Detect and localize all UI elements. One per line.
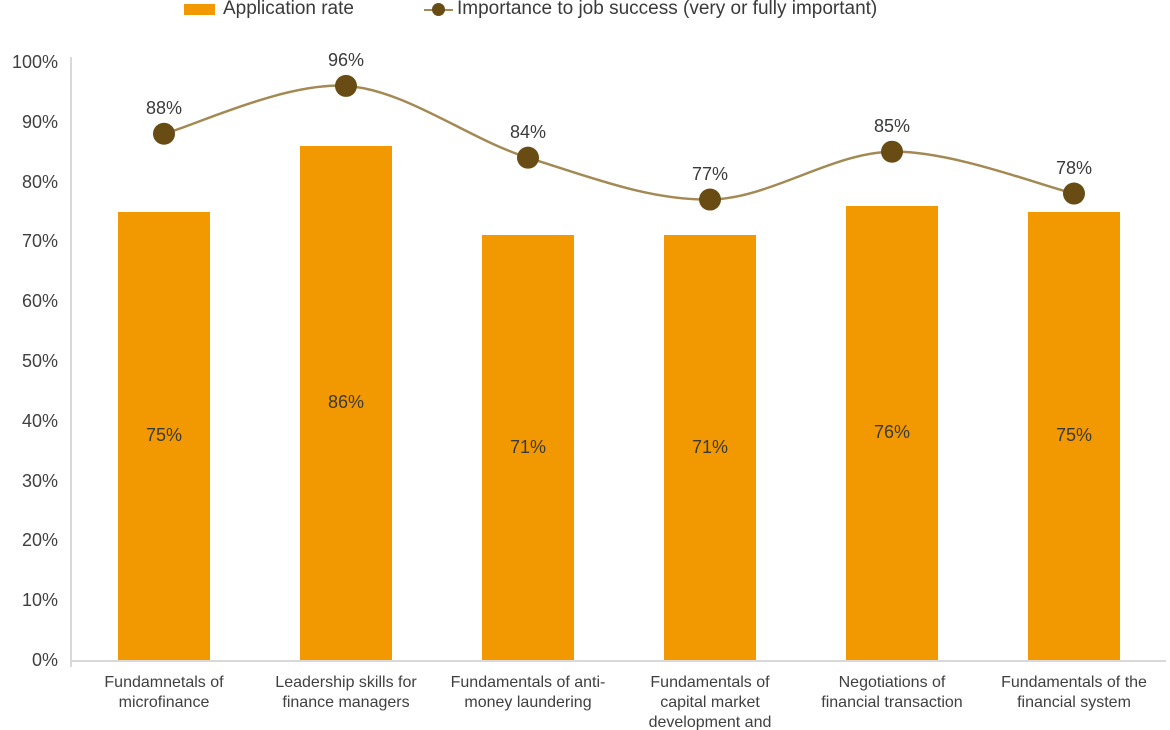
y-axis-tick: 60% bbox=[21, 291, 58, 312]
x-axis-label: Fundamnetals of microfinance bbox=[104, 674, 224, 711]
line-point bbox=[335, 74, 357, 97]
bar bbox=[1028, 211, 1120, 660]
line-point bbox=[153, 122, 175, 145]
bar bbox=[664, 235, 756, 660]
y-axis-tick: 0% bbox=[31, 650, 58, 670]
bar bbox=[118, 211, 210, 660]
line-point-label: 84% bbox=[509, 121, 547, 142]
line-series-marker-icon bbox=[424, 2, 453, 17]
line-point-label: 85% bbox=[873, 115, 911, 136]
line-point-label: 77% bbox=[691, 163, 729, 184]
y-axis-tick: 20% bbox=[21, 530, 58, 551]
bar-value-label: 71% bbox=[509, 436, 547, 457]
legend-item-application-rate: Application rate bbox=[184, 0, 354, 20]
y-axis-tick: 40% bbox=[21, 410, 58, 431]
y-axis-tick: 30% bbox=[21, 470, 58, 491]
line-point bbox=[881, 140, 903, 163]
legend-label-application-rate: Application rate bbox=[223, 0, 354, 19]
x-axis-line bbox=[70, 660, 1166, 662]
line-point bbox=[517, 146, 539, 169]
x-axis-label: Negotiations of financial transaction bbox=[821, 674, 963, 711]
x-axis-label: Fundamentals of the financial system bbox=[1001, 674, 1147, 711]
line-point-label: 88% bbox=[145, 97, 183, 118]
bar-value-label: 75% bbox=[145, 424, 183, 445]
x-axis-label: Fundamentals of capital market developme… bbox=[648, 674, 772, 730]
y-axis-tick: 70% bbox=[21, 231, 58, 252]
bar-value-label: 75% bbox=[1055, 424, 1093, 445]
bar-value-label: 86% bbox=[327, 391, 365, 412]
legend-label-importance: Importance to job success (very or fully… bbox=[457, 0, 878, 19]
y-axis-tick: 50% bbox=[21, 351, 58, 371]
line-point-label: 78% bbox=[1055, 157, 1093, 178]
line-point-label: 96% bbox=[327, 49, 365, 70]
bar-series-swatch-icon bbox=[184, 4, 215, 15]
legend: Application rate Importance to job succe… bbox=[0, 0, 1170, 26]
y-axis-tick: 10% bbox=[21, 590, 58, 611]
bar bbox=[846, 205, 938, 660]
y-axis-line bbox=[70, 57, 72, 667]
x-axis-label: Leadership skills for finance managers bbox=[275, 674, 417, 711]
legend-line-dot bbox=[432, 2, 445, 16]
bar-value-label: 71% bbox=[691, 436, 729, 457]
y-axis-tick: 100% bbox=[11, 52, 58, 72]
x-axis-label: Fundamentals of anti-money laundering bbox=[450, 674, 606, 711]
line-point bbox=[1063, 182, 1085, 205]
y-axis-tick: 80% bbox=[21, 171, 58, 192]
legend-item-importance: Importance to job success (very or fully… bbox=[424, 0, 877, 20]
bar-value-label: 76% bbox=[873, 421, 911, 442]
y-axis-tick: 90% bbox=[21, 111, 58, 132]
line-point bbox=[699, 188, 721, 211]
bar bbox=[300, 145, 392, 660]
bar bbox=[482, 235, 574, 660]
